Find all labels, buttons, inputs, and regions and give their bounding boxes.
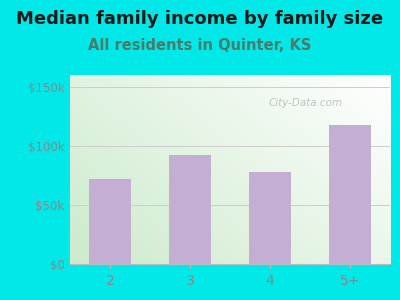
Bar [249, 172, 291, 264]
Bar [169, 155, 211, 264]
Bar [89, 179, 131, 264]
Bar [329, 124, 371, 264]
Text: City-Data.com: City-Data.com [268, 98, 342, 108]
Text: All residents in Quinter, KS: All residents in Quinter, KS [88, 38, 312, 52]
Text: Median family income by family size: Median family income by family size [16, 11, 384, 28]
